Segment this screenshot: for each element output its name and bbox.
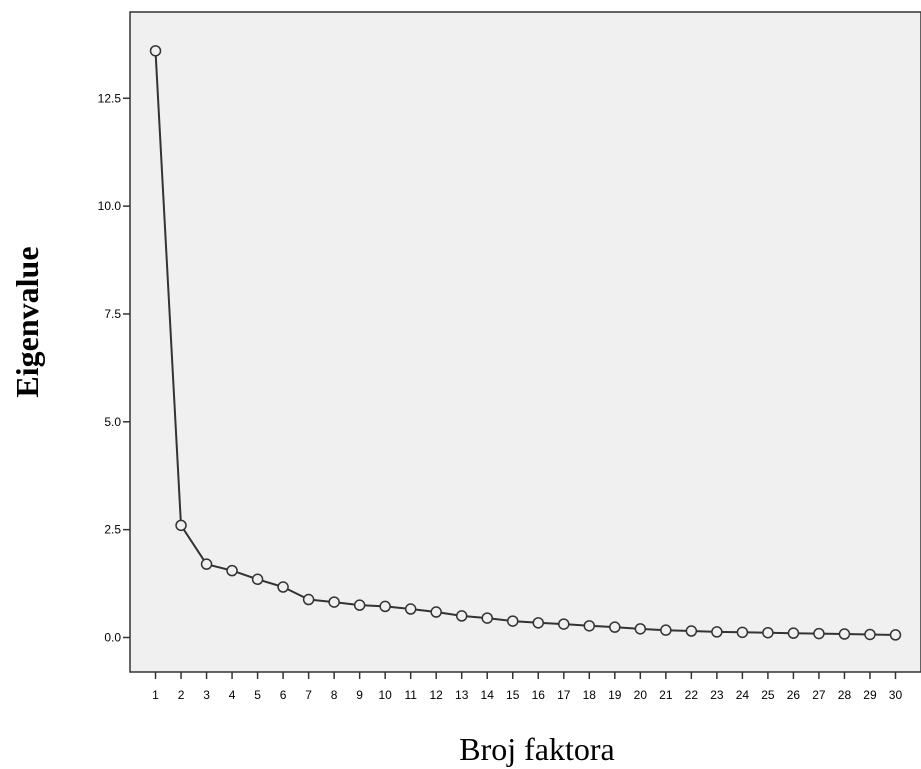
data-point	[251, 573, 264, 586]
data-point	[379, 600, 391, 613]
x-tick-label: 5	[254, 688, 261, 702]
x-tick-label: 8	[331, 688, 338, 702]
x-tick-label: 13	[455, 688, 469, 702]
x-tick-label: 28	[838, 688, 852, 702]
data-point	[762, 626, 774, 639]
data-point	[302, 593, 315, 606]
x-tick-label: 6	[280, 688, 287, 702]
data-point	[149, 45, 162, 57]
y-tick-label: 12.5	[98, 91, 122, 105]
x-tick-label: 10	[378, 688, 392, 702]
x-tick-label: 16	[532, 688, 546, 702]
data-point	[711, 626, 723, 638]
x-tick-label: 30	[889, 688, 903, 702]
y-axis-label: Eigenvalue	[9, 246, 45, 397]
y-axis: 0.0 2.5 5.0 7.5 10.0 12.5	[98, 91, 130, 644]
data-point	[685, 625, 698, 637]
data-point	[404, 603, 417, 615]
data-point	[277, 581, 289, 593]
x-tick-label: 7	[305, 688, 312, 702]
x-tick-label: 19	[608, 688, 622, 702]
x-tick-label: 24	[736, 688, 750, 702]
data-point	[889, 629, 902, 641]
data-point	[634, 623, 647, 635]
x-tick-label: 18	[583, 688, 597, 702]
x-tick-label: 2	[178, 688, 185, 702]
x-tick-label: 27	[812, 688, 826, 702]
series-eigenvalue	[149, 45, 902, 641]
data-point	[813, 627, 825, 640]
x-tick-label: 17	[557, 688, 571, 702]
data-point	[200, 558, 213, 570]
y-tick-label: 0.0	[104, 630, 121, 644]
data-point	[583, 620, 596, 632]
x-tick-label: 22	[685, 688, 699, 702]
x-tick-label: 25	[761, 688, 775, 702]
data-point	[455, 610, 468, 622]
x-tick-label: 12	[430, 688, 444, 702]
x-tick-label: 20	[634, 688, 648, 702]
data-point	[506, 615, 519, 627]
x-tick-label: 9	[356, 688, 363, 702]
x-tick-label: 14	[481, 688, 495, 702]
data-point	[175, 519, 187, 532]
x-tick-label: 11	[404, 688, 417, 702]
x-axis-label: Broj faktora	[459, 731, 615, 767]
x-axis: 1 2 3 4 5 6 7 8 9 10 11 12 13 14 15 16 17 18 19 20 21 22 23 24 2…	[152, 672, 902, 702]
data-point	[787, 627, 800, 639]
x-tick-label: 21	[659, 688, 673, 702]
plot-area	[129, 11, 921, 673]
data-point	[226, 564, 238, 577]
data-point	[353, 599, 366, 611]
data-point	[430, 606, 442, 618]
data-point	[660, 624, 672, 636]
data-point	[736, 626, 749, 639]
y-tick-label: 2.5	[104, 523, 121, 537]
y-tick-label: 10.0	[98, 199, 122, 213]
x-tick-label: 23	[710, 688, 724, 702]
data-point	[838, 628, 851, 640]
x-tick-label: 26	[787, 688, 801, 702]
data-point	[328, 596, 340, 608]
x-tick-label: 29	[863, 688, 877, 702]
x-tick-label: 15	[506, 688, 520, 702]
x-tick-label: 4	[229, 688, 236, 702]
x-tick-label: 3	[203, 688, 210, 702]
data-point	[609, 621, 621, 633]
data-point	[558, 618, 570, 630]
data-point	[481, 612, 493, 624]
x-tick-label: 1	[152, 688, 159, 702]
data-point	[864, 628, 876, 641]
y-tick-label: 7.5	[104, 307, 121, 321]
data-point	[532, 617, 545, 629]
y-tick-label: 5.0	[104, 415, 121, 429]
